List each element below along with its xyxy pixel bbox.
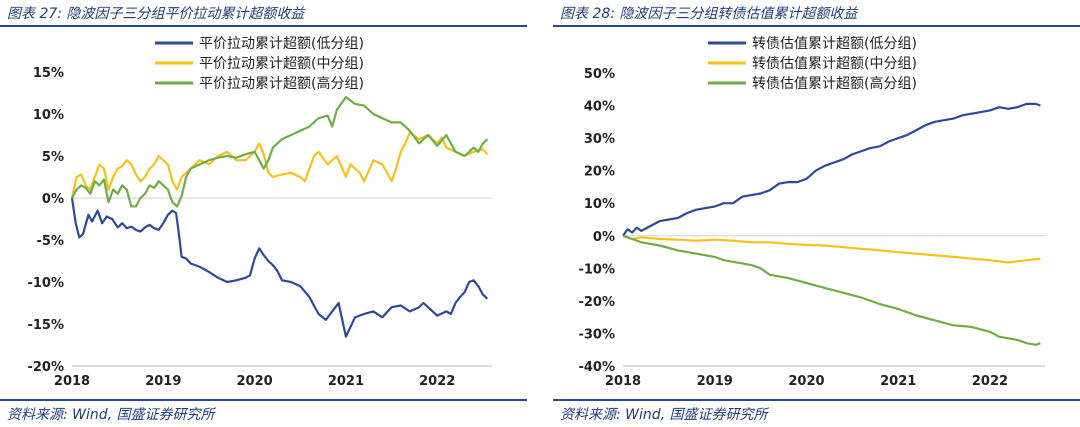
y-tick-label: -5%	[37, 234, 64, 249]
title-divider	[553, 25, 1080, 27]
legend-label: 转债估值累计超额(中分组)	[752, 56, 917, 72]
x-tick-label: 2022	[972, 374, 1008, 389]
y-tick-label: -40%	[578, 360, 615, 375]
x-tick-label: 2019	[145, 374, 181, 389]
y-tick-label: -10%	[27, 276, 64, 291]
y-tick-label: 10%	[584, 197, 615, 212]
y-tick-label: 0%	[42, 192, 64, 207]
y-tick-label: 10%	[33, 108, 64, 123]
y-tick-label: -10%	[578, 262, 615, 277]
y-tick-label: 15%	[33, 66, 64, 81]
x-tick-label: 2020	[788, 374, 824, 389]
chart-panel-left: 图表 27: 隐波因子三分组平价拉动累计超额收益 -20% -15% -10% -5%…	[0, 0, 527, 427]
y-tick-label: 0%	[593, 230, 615, 245]
series-line-3	[71, 96, 489, 208]
source-note: 资料来源: Wind, 国盛证券研究所	[7, 407, 215, 423]
source-note: 资料来源: Wind, 国盛证券研究所	[560, 407, 768, 423]
x-tick-label: 2018	[605, 374, 641, 389]
x-tick-label: 2019	[697, 374, 733, 389]
x-tick-label: 2020	[237, 374, 273, 389]
y-tick-label: -30%	[578, 327, 615, 342]
chart-title: 图表 28: 隐波因子三分组转债估值累计超额收益	[560, 6, 858, 22]
y-tick-label: 5%	[42, 150, 64, 165]
chart-title: 图表 27: 隐波因子三分组平价拉动累计超额收益	[7, 6, 305, 22]
title-divider	[0, 25, 527, 27]
y-tick-label: 20%	[584, 165, 615, 180]
legend-label: 转债估值累计超额(低分组)	[752, 36, 917, 52]
series-line-2	[622, 234, 1041, 264]
source-divider	[553, 399, 1080, 401]
source-divider	[0, 399, 527, 401]
series-line-3	[622, 234, 1041, 346]
series-line-1	[70, 197, 489, 338]
x-tick-label: 2021	[880, 374, 916, 389]
y-tick-label: 40%	[584, 100, 615, 115]
legend-label: 平价拉动累计超额(中分组)	[199, 56, 364, 72]
series-line-2	[70, 131, 489, 199]
y-tick-label: -20%	[27, 360, 64, 375]
series-line-1	[622, 102, 1041, 237]
line-chart-right: -40% -30% -20% -10% 0% 10% 20% 30% 40% 50% 2018 201…	[578, 36, 1045, 389]
line-chart-left: -20% -15% -10% -5% 0% 5% 10% 15% 2018 2019 2020 202…	[27, 36, 492, 389]
x-tick-label: 2018	[54, 374, 90, 389]
y-tick-label: 30%	[584, 132, 615, 147]
legend-label: 平价拉动累计超额(高分组)	[199, 75, 364, 92]
legend-label: 平价拉动累计超额(低分组)	[199, 36, 364, 52]
legend-label: 转债估值累计超额(高分组)	[752, 75, 917, 92]
chart-panel-right: 图表 28: 隐波因子三分组转债估值累计超额收益 -40% -30% -20% -10…	[553, 0, 1080, 427]
y-tick-label: 50%	[584, 67, 615, 82]
y-tick-label: -20%	[578, 295, 615, 310]
x-tick-label: 2022	[419, 374, 455, 389]
x-tick-label: 2021	[328, 374, 364, 389]
y-tick-label: -15%	[27, 318, 64, 333]
